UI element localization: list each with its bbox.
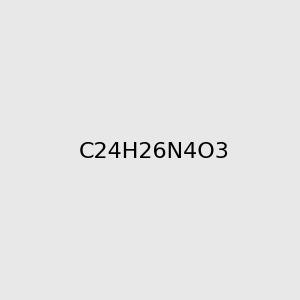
Text: C24H26N4O3: C24H26N4O3 [78,142,229,161]
